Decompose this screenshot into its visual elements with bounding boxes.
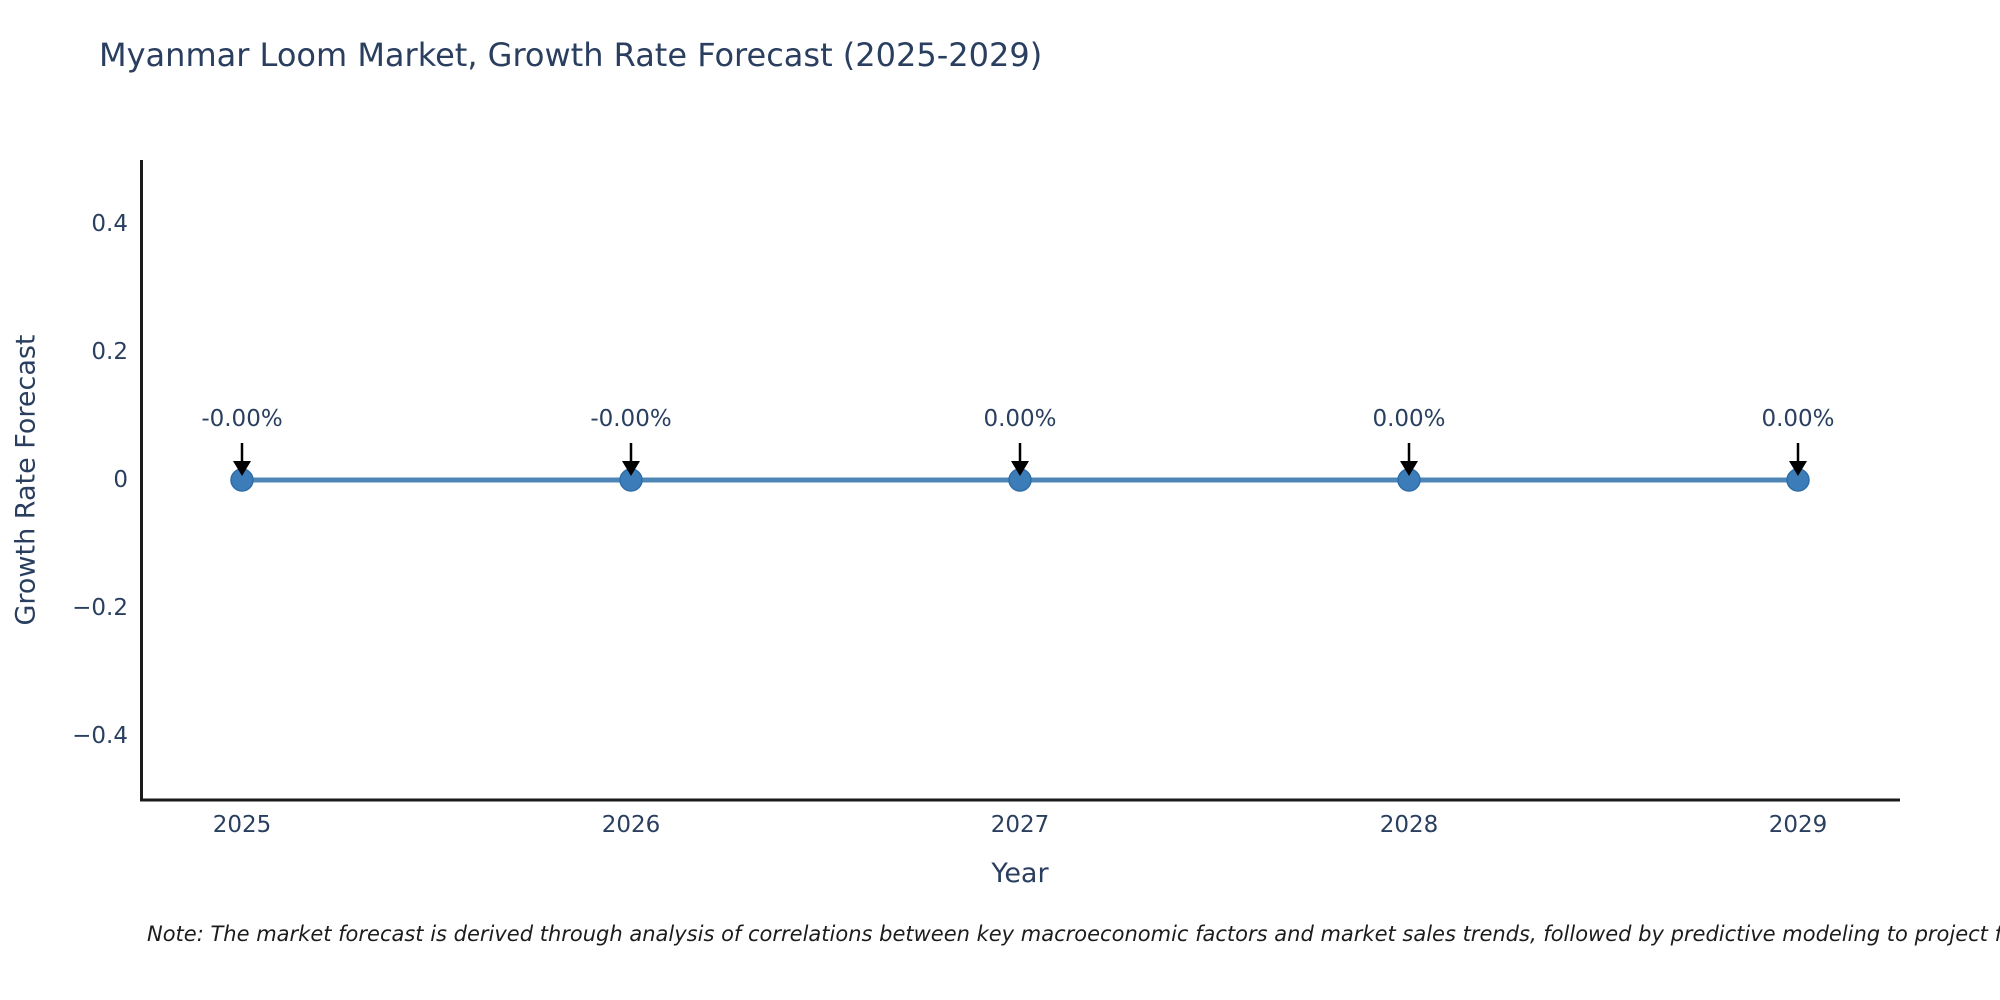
x-tick-label: 2029 <box>1768 812 1828 838</box>
y-tick-label: 0 <box>113 467 128 493</box>
y-axis-title: Growth Rate Forecast <box>10 334 42 626</box>
y-tick-label: −0.2 <box>72 595 128 621</box>
data-point-label: -0.00% <box>590 406 672 432</box>
x-tick-label: 2026 <box>601 812 661 838</box>
x-tick-label: 2027 <box>990 812 1050 838</box>
data-point-label: 0.00% <box>1372 406 1446 432</box>
chart-title: Myanmar Loom Market, Growth Rate Forecas… <box>99 36 1043 74</box>
data-point-label: -0.00% <box>201 406 283 432</box>
x-tick-label: 2025 <box>212 812 272 838</box>
y-tick-label: 0.2 <box>91 339 128 365</box>
footnote: Note: The market forecast is derived thr… <box>147 922 2000 946</box>
data-point-label: 0.00% <box>983 406 1057 432</box>
x-axis-title: Year <box>991 858 1049 889</box>
data-point-label: 0.00% <box>1761 406 1835 432</box>
x-tick-label: 2028 <box>1379 812 1439 838</box>
y-tick-label: 0.4 <box>91 211 128 237</box>
y-tick-label: −0.4 <box>72 723 128 749</box>
